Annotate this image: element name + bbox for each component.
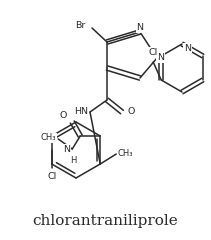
Text: Cl: Cl [47, 172, 56, 181]
Text: CH₃: CH₃ [117, 149, 133, 157]
Text: N: N [157, 54, 164, 62]
Text: chlorantraniliprole: chlorantraniliprole [32, 214, 178, 228]
Text: N: N [63, 144, 70, 154]
Text: H: H [70, 156, 76, 165]
Text: O: O [128, 108, 135, 116]
Text: O: O [60, 111, 67, 120]
Text: Br: Br [76, 22, 86, 30]
Text: CH₃: CH₃ [41, 133, 56, 143]
Text: N: N [137, 23, 143, 32]
Text: Cl: Cl [149, 48, 158, 57]
Text: N: N [184, 44, 191, 53]
Text: HN: HN [74, 108, 88, 116]
